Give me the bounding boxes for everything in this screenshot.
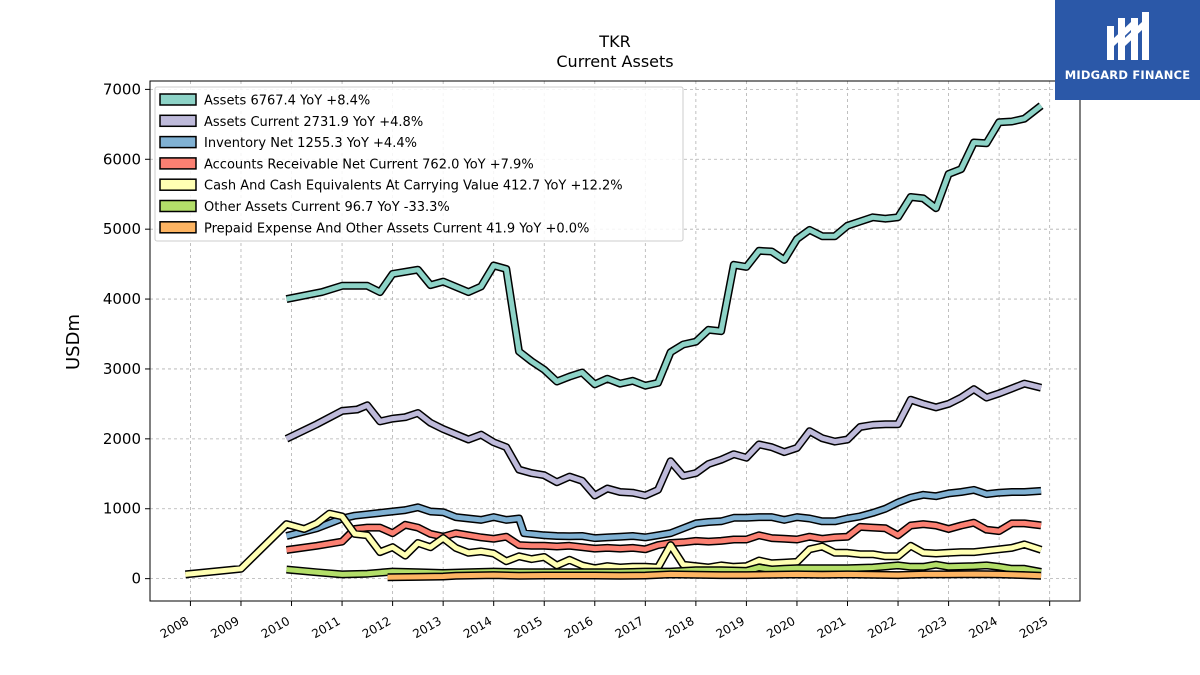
legend-swatch-4 (159, 157, 197, 170)
brand-logo-mark-icon (1107, 12, 1149, 60)
x-tick-label: 2023 (916, 614, 949, 641)
legend-label-1: Assets 6767.4 YoY +8.4% (204, 94, 370, 109)
y-tick-label: 6000 (103, 150, 141, 168)
y-tick-label: 4000 (103, 290, 141, 308)
series-line-2 (285, 381, 1042, 498)
chart-subtitle: Current Assets (556, 52, 673, 71)
legend-swatch-6 (159, 199, 197, 213)
y-tick-label: 7000 (103, 80, 141, 98)
series-line-7 (387, 571, 1042, 580)
x-ticks: 2008 2009 2010 2011 2012 2013 2014 2015 2016 2017… (158, 601, 1050, 641)
series-line-1 (286, 103, 1043, 389)
x-tick-label: 2016 (562, 614, 595, 641)
x-tick-label: 2022 (865, 614, 898, 641)
legend-label-3: Inventory Net 1255.3 YoY +4.4% (204, 136, 417, 151)
x-tick-label: 2025 (1017, 614, 1050, 641)
legend-swatch-1 (159, 93, 197, 106)
legend-label-5: Cash And Cash Equivalents At Carrying Va… (204, 179, 623, 194)
legend-swatch-7 (159, 221, 197, 234)
x-tick-label: 2013 (410, 614, 443, 641)
x-tick-label: 2015 (512, 614, 545, 641)
series-layer (184, 102, 1044, 582)
y-ticks: 0 1000 2000 3000 4000 5000 6000 7000 (103, 80, 150, 588)
y-tick-label: 3000 (103, 360, 141, 378)
x-tick-label: 2012 (360, 614, 393, 641)
y-tick-label: 5000 (103, 220, 141, 238)
x-tick-label: 2018 (663, 614, 696, 641)
y-axis-label: USDm (63, 314, 84, 370)
legend-swatch-3 (159, 135, 197, 149)
x-tick-label: 2014 (461, 614, 494, 641)
x-tick-label: 2024 (966, 614, 999, 641)
legend-label-6: Other Assets Current 96.7 YoY -33.3% (204, 200, 450, 215)
brand-name: MIDGARD FINANCE (1064, 68, 1191, 82)
x-tick-label: 2011 (309, 614, 342, 641)
legend-swatch-2 (159, 114, 197, 128)
x-tick-label: 2020 (764, 614, 797, 641)
legend-label-7: Prepaid Expense And Other Assets Current… (204, 221, 589, 236)
series-line-5 (185, 511, 1042, 577)
series-line-3 (285, 487, 1042, 541)
x-tick-label: 2019 (714, 614, 747, 641)
brand-logo: MIDGARD FINANCE (1055, 0, 1200, 100)
legend-swatch-5 (159, 178, 197, 191)
x-tick-label: 2008 (158, 614, 191, 641)
y-tick-label: 0 (131, 570, 141, 588)
x-tick-label: 2021 (815, 614, 848, 641)
legend-label-2: Assets Current 2731.9 YoY +4.8% (204, 115, 423, 130)
legend: Assets 6767.4 YoY +8.4% Assets Current 27… (154, 86, 684, 242)
x-tick-label: 2017 (613, 614, 646, 641)
y-tick-label: 2000 (103, 430, 141, 448)
x-tick-label: 2010 (259, 614, 292, 641)
y-tick-label: 1000 (103, 500, 141, 518)
x-tick-label: 2009 (208, 614, 241, 641)
series-line-4 (286, 520, 1042, 553)
legend-box (154, 86, 684, 242)
legend-label-4: Accounts Receivable Net Current 762.0 Yo… (204, 157, 534, 172)
plot-frame (149, 80, 1081, 602)
chart-title: TKR (598, 32, 630, 51)
